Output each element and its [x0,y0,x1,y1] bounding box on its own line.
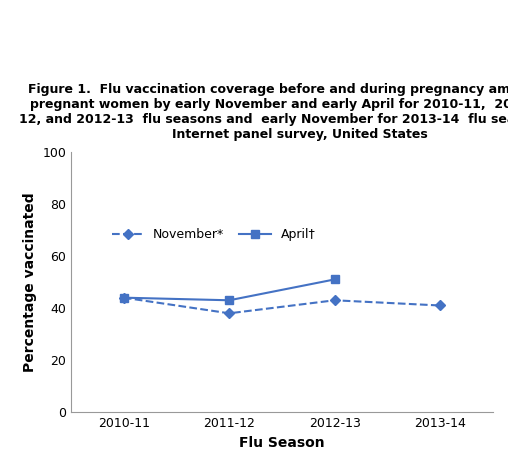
Legend: November*, April†: November*, April† [107,223,321,246]
Title: Figure 1.  Flu vaccination coverage before and during pregnancy among
pregnant w: Figure 1. Flu vaccination coverage befor… [19,83,508,141]
Y-axis label: Percentage vaccinated: Percentage vaccinated [23,192,37,372]
X-axis label: Flu Season: Flu Season [239,436,325,450]
